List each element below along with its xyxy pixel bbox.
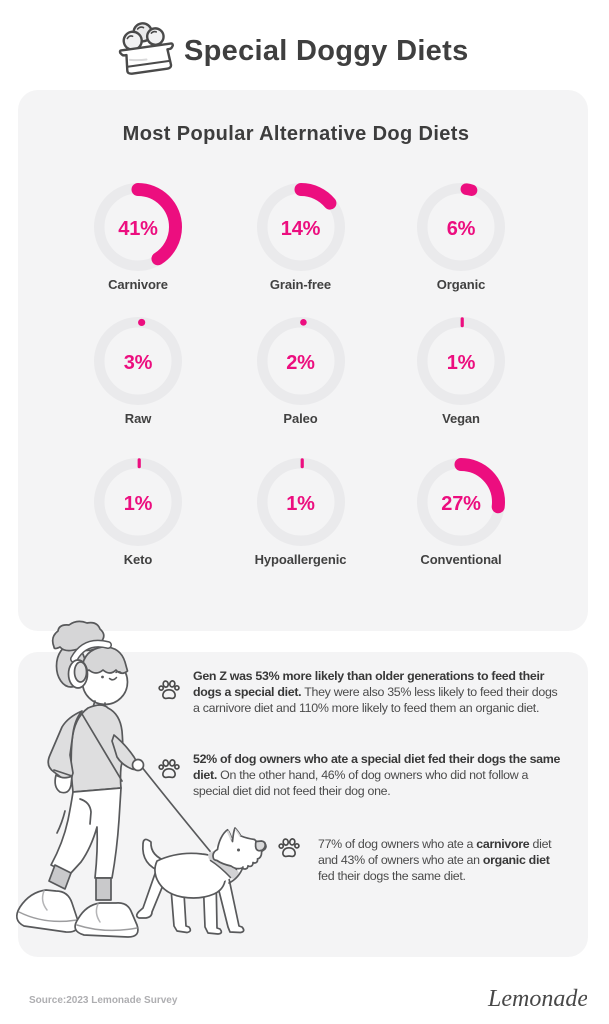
svg-text:Lemonade: Lemonade — [487, 986, 587, 1012]
